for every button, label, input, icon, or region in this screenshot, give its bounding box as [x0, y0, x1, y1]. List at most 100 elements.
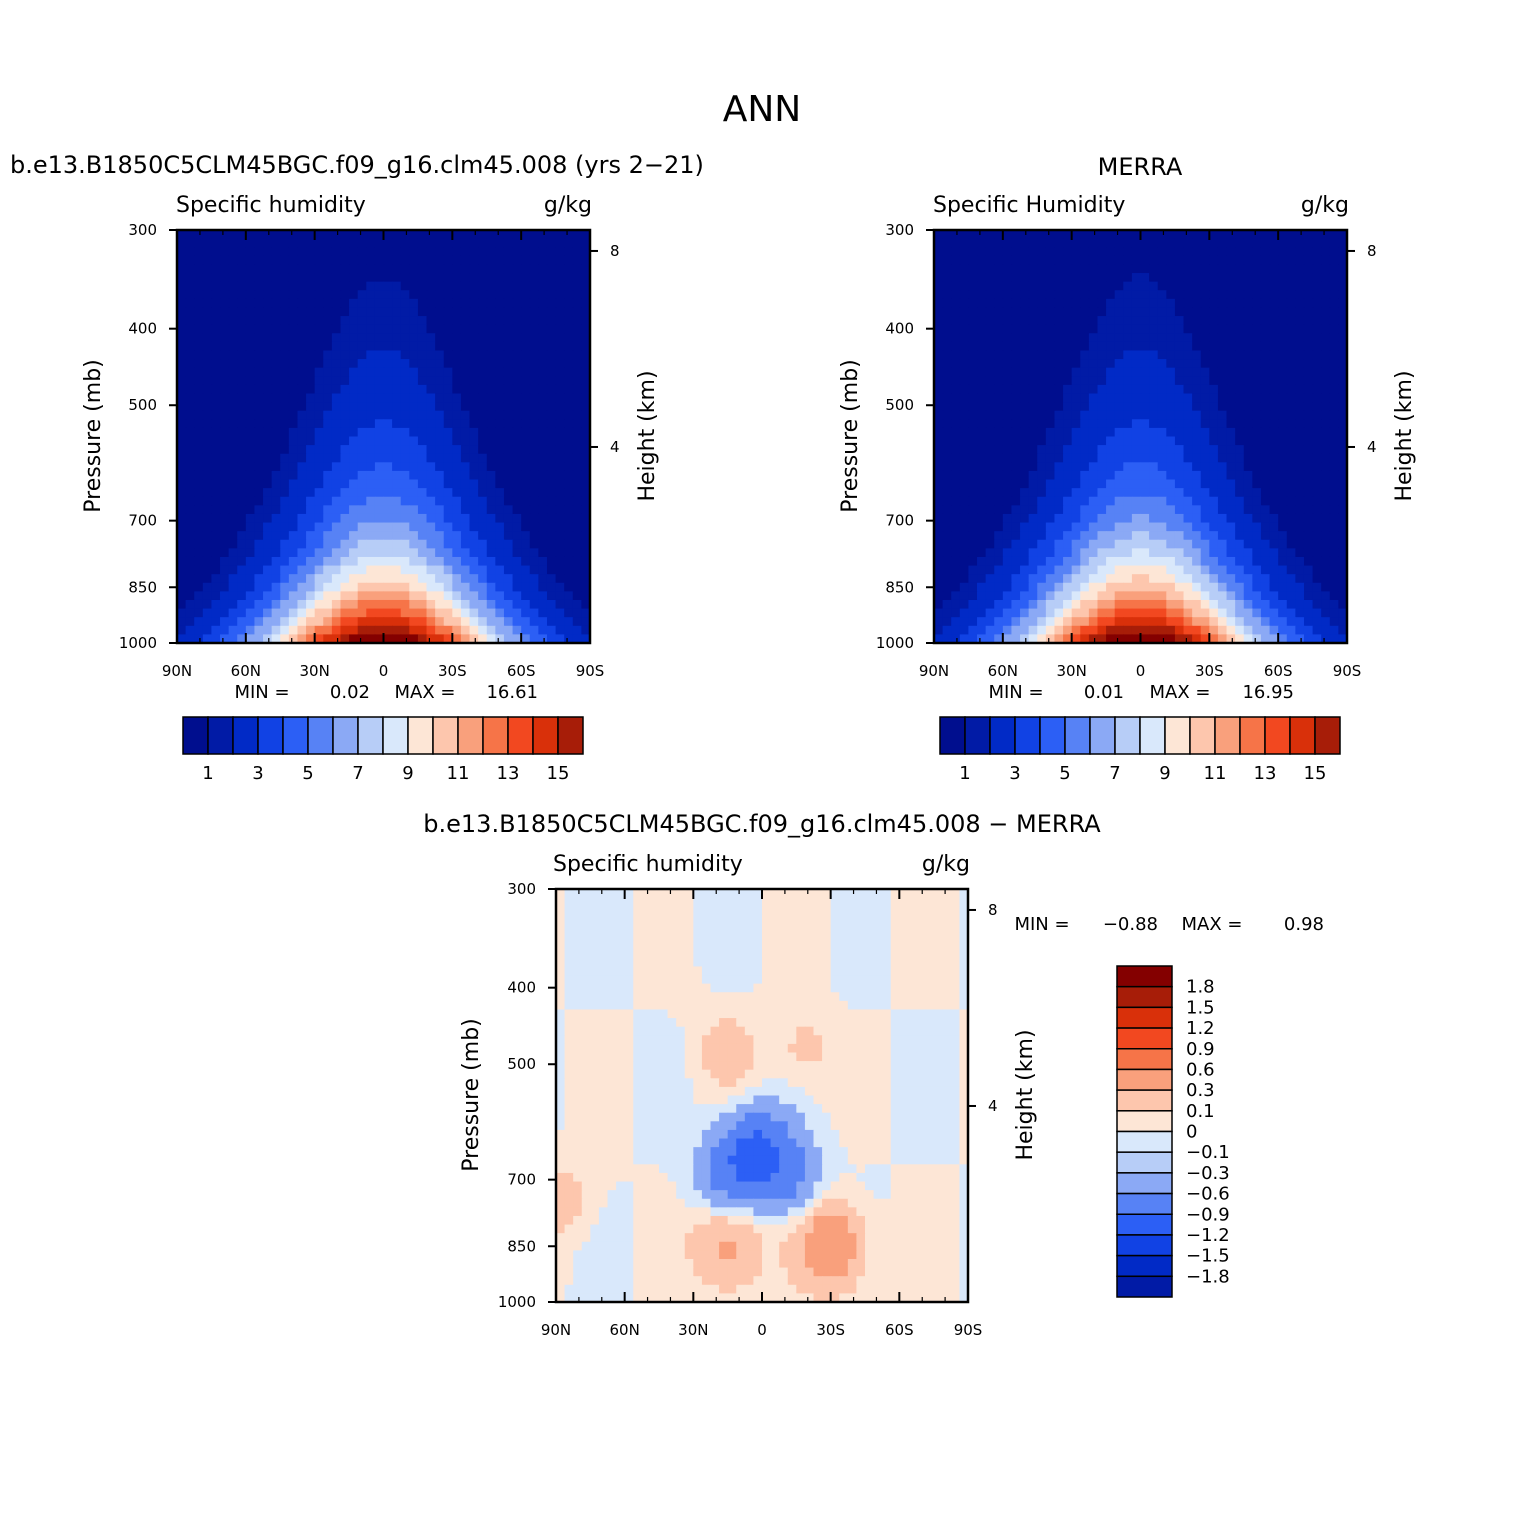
contour-cell	[1295, 445, 1305, 455]
contour-cell	[1295, 341, 1305, 352]
contour-cell	[1106, 264, 1116, 274]
contour-cell	[486, 410, 496, 420]
contour-cell	[572, 367, 582, 377]
contour-cell	[349, 591, 359, 601]
contour-cell	[349, 393, 359, 403]
contour-cell	[185, 479, 195, 489]
contour-cell	[1149, 230, 1159, 240]
contour-cell	[994, 531, 1004, 541]
contour-cell	[435, 488, 445, 498]
contour-cell	[237, 341, 247, 352]
contour-cell	[1097, 238, 1107, 248]
contour-cell	[486, 290, 496, 300]
contour-cell	[1235, 376, 1245, 386]
contour-cell	[1278, 316, 1288, 326]
contour-cell	[271, 384, 281, 395]
contour-cell	[1217, 290, 1228, 300]
contour-cell	[1114, 582, 1124, 592]
contour-cell	[1002, 350, 1013, 360]
contour-cell	[1157, 488, 1167, 498]
contour-cell	[426, 634, 436, 644]
contour-cell	[1020, 522, 1030, 532]
contour-cell	[228, 599, 238, 610]
contour-cell	[564, 617, 574, 627]
contour-cell	[1131, 565, 1142, 575]
contour-cell	[1045, 531, 1056, 541]
contour-cell	[1131, 634, 1142, 644]
contour-cell	[572, 599, 582, 610]
contour-cell	[521, 359, 531, 369]
contour-cell	[555, 255, 565, 266]
contour-cell	[1303, 410, 1314, 420]
contour-cell	[1278, 617, 1288, 627]
contour-cell	[383, 436, 393, 446]
contour-cell	[417, 264, 428, 274]
contour-cell	[555, 625, 565, 635]
contour-cell	[934, 281, 944, 291]
contour-cell	[383, 393, 393, 403]
contour-cell	[546, 333, 557, 343]
contour-cell	[478, 531, 488, 541]
contour-cell	[486, 445, 496, 455]
contour-cell	[435, 513, 445, 524]
contour-cell	[495, 513, 505, 524]
y-tick-label: 500	[128, 396, 157, 414]
contour-cell	[297, 522, 307, 532]
contour-cell	[452, 273, 462, 283]
contour-cell	[1329, 402, 1339, 412]
contour-cell	[959, 427, 970, 438]
contour-cell	[271, 419, 281, 429]
contour-cell	[349, 410, 359, 420]
contour-cell	[495, 488, 505, 498]
contour-cell	[486, 255, 496, 266]
contour-cell	[409, 359, 419, 369]
contour-cell	[374, 238, 385, 248]
contour-cell	[228, 230, 238, 240]
contour-cell	[211, 350, 221, 360]
contour-cell	[486, 488, 496, 498]
contour-cell	[521, 376, 531, 386]
contour-cell	[1338, 470, 1348, 481]
contour-cell	[942, 402, 952, 412]
contour-cell	[1338, 298, 1348, 309]
contour-cell	[469, 264, 479, 274]
contour-cell	[211, 591, 221, 601]
contour-cell	[942, 582, 952, 592]
contour-cell	[323, 574, 333, 584]
contour-cell	[564, 889, 574, 899]
contour-cell	[1338, 574, 1348, 584]
contour-cell	[409, 505, 419, 515]
contour-cell	[968, 462, 978, 472]
contour-cell	[1037, 625, 1047, 635]
contour-cell	[1080, 298, 1090, 309]
contour-cell	[366, 496, 376, 506]
contour-cell	[512, 316, 522, 326]
contour-cell	[1166, 470, 1176, 481]
contour-cell	[1020, 376, 1030, 386]
contour-cell	[529, 488, 539, 498]
contour-cell	[220, 264, 230, 274]
contour-cell	[1295, 488, 1305, 498]
contour-cell	[512, 522, 522, 532]
contour-cell	[564, 574, 574, 584]
contour-cell	[1149, 488, 1159, 498]
contour-cell	[1209, 556, 1219, 567]
contour-cell	[280, 539, 290, 549]
contour-cell	[374, 307, 385, 317]
contour-cell	[460, 488, 471, 498]
contour-cell	[856, 897, 866, 907]
contour-cell	[469, 496, 479, 506]
contour-cell	[581, 436, 591, 446]
contour-cell	[228, 556, 238, 567]
panel-model: b.e13.B1850C5CLM45BGC.f09_g16.clm45.008 …	[10, 151, 704, 784]
contour-cell	[1312, 548, 1322, 558]
contour-cell	[676, 914, 686, 925]
contour-cell	[1278, 410, 1288, 420]
contour-cell	[392, 539, 402, 549]
contour-cell	[1063, 445, 1073, 455]
contour-cell	[959, 599, 970, 610]
contour-cell	[392, 625, 402, 635]
contour-cell	[1338, 341, 1348, 352]
contour-cell	[1071, 591, 1081, 601]
contour-cell	[546, 341, 557, 352]
